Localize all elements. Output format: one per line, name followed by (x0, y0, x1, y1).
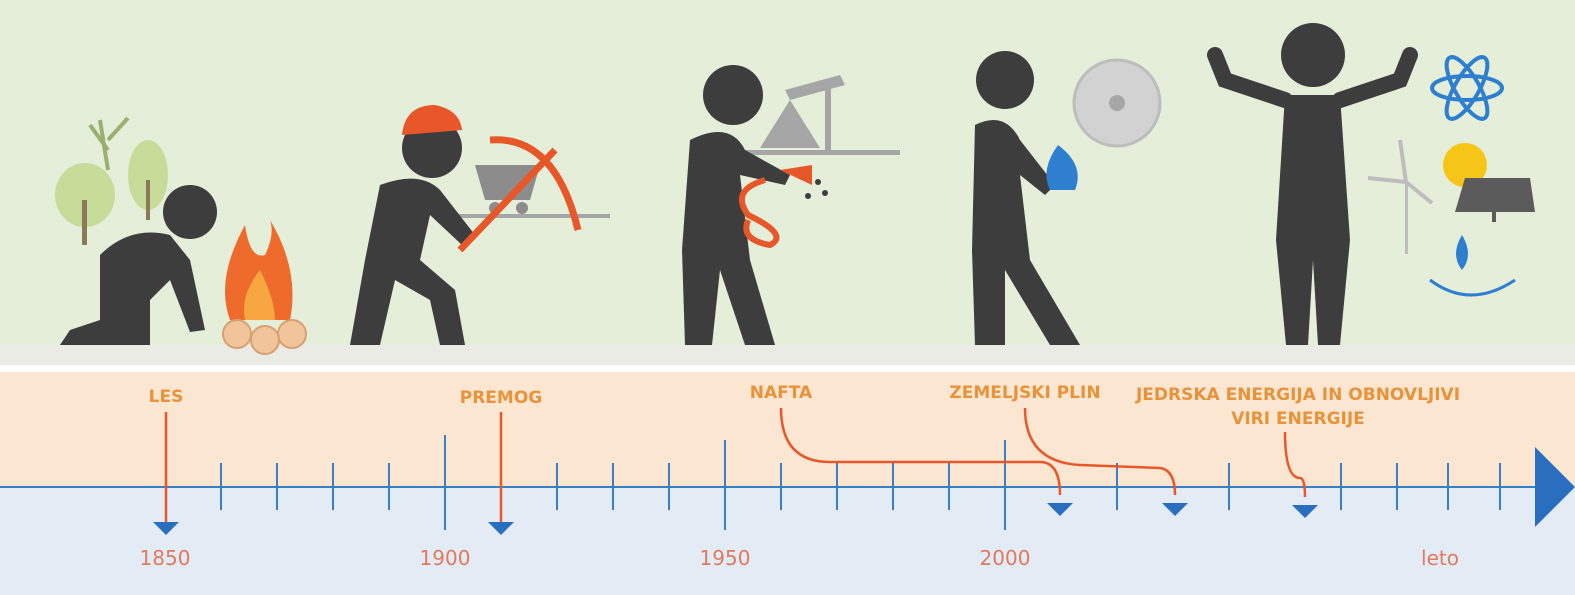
era-label: VIRI ENERGIJE (1231, 409, 1365, 429)
era-label: ZEMELJSKI PLIN (949, 383, 1100, 403)
year-label: 1850 (140, 546, 191, 570)
year-label: 1950 (700, 546, 751, 570)
era-label: NAFTA (750, 383, 813, 403)
year-label: 2000 (980, 546, 1031, 570)
timeline-infographic: LES PREMOG NAFTA ZEMELJSKI PLIN JEDRSKA … (0, 0, 1575, 595)
era-label: PREMOG (460, 388, 543, 408)
year-label: 1900 (420, 546, 471, 570)
era-label: LES (149, 387, 184, 407)
era-label: JEDRSKA ENERGIJA IN OBNOVLJIVI (1135, 385, 1460, 405)
axis-band (0, 487, 1575, 595)
axis-title: leto (1421, 546, 1459, 570)
